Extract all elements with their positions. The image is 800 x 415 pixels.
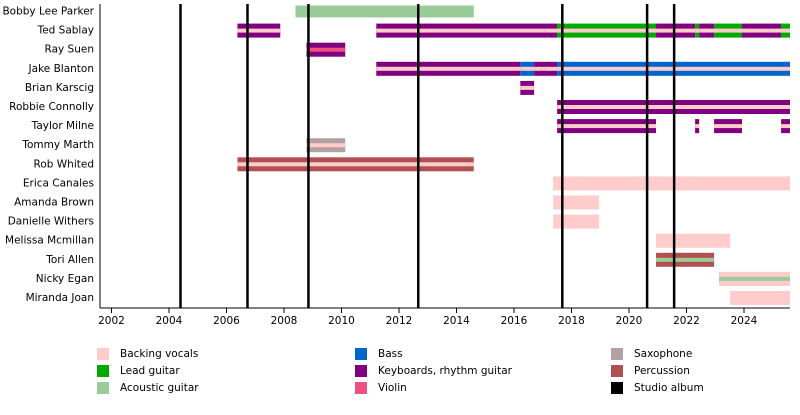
legend-swatch (355, 365, 367, 377)
member-bar (553, 176, 790, 191)
member-bar-stripe (557, 28, 657, 33)
member-bar-stripe (781, 28, 790, 33)
member-bar-stripe (376, 66, 521, 71)
x-tick-label: 2004 (156, 315, 183, 327)
member-bar-stripe (534, 66, 558, 71)
member-label: Robbie Connolly (9, 101, 94, 113)
member-label: Rob Whited (34, 158, 94, 170)
member-bar-stripe (695, 28, 700, 33)
legend-swatch (611, 348, 623, 360)
member-bar (656, 233, 731, 248)
legend-label: Violin (378, 382, 407, 394)
legend-swatch (355, 348, 367, 360)
member-bar-stripe (656, 28, 696, 33)
member-bar-stripe (781, 124, 790, 129)
x-tick-label: 2024 (731, 315, 758, 327)
x-tick-label: 2006 (213, 315, 240, 327)
member-bar (553, 214, 600, 229)
legend-label: Keyboards, rhythm guitar (378, 365, 513, 377)
member-label: Nicky Egan (36, 273, 94, 285)
member-bar-stripe (520, 85, 535, 90)
legend-label: Acoustic guitar (120, 382, 199, 394)
x-tick-label: 2022 (673, 315, 700, 327)
member-bar-stripe (699, 28, 715, 33)
member-label: Melissa Mcmillan (5, 235, 94, 247)
member-bar-stripe (237, 28, 281, 33)
member-bar-stripe (718, 276, 790, 281)
legend-swatch (97, 382, 109, 394)
member-bar-stripe (306, 47, 346, 52)
legend-label: Studio album (634, 382, 704, 394)
member-label: Tori Allen (45, 254, 94, 266)
member-label: Miranda Joan (26, 292, 94, 304)
member-bar-stripe (306, 143, 346, 148)
legend-label: Percussion (634, 365, 690, 377)
legend-swatch (611, 365, 623, 377)
x-tick-label: 2008 (271, 315, 298, 327)
member-label: Taylor Milne (31, 120, 94, 132)
member-bar-stripe (656, 257, 715, 262)
member-label: Ray Suen (45, 44, 95, 56)
member-bar-stripe (237, 162, 474, 167)
member-label: Ted Sablay (37, 25, 94, 37)
x-tick-label: 2018 (558, 315, 585, 327)
legend-swatch (355, 382, 367, 394)
legend-swatch (97, 365, 109, 377)
member-bar-stripe (714, 124, 742, 129)
legend-label: Saxophone (634, 348, 692, 360)
member-bar (553, 195, 600, 210)
legend-label: Bass (378, 348, 403, 360)
member-bar-stripe (557, 124, 657, 129)
x-tick-label: 2002 (98, 315, 125, 327)
member-bar (295, 5, 474, 18)
legend-label: Backing vocals (120, 348, 198, 360)
member-label: Tommy Marth (21, 139, 94, 151)
member-label: Brian Karscig (25, 82, 94, 94)
member-bar-stripe (714, 28, 742, 33)
member-bar-stripe (695, 124, 700, 129)
x-tick-label: 2014 (443, 315, 470, 327)
legend-swatch (611, 382, 623, 394)
member-label: Bobby Lee Parker (2, 6, 94, 18)
member-bar (730, 291, 790, 305)
x-tick-label: 2012 (386, 315, 413, 327)
member-bar-stripe (376, 28, 558, 33)
member-label: Danielle Withers (8, 216, 94, 228)
member-label: Erica Canales (23, 177, 94, 189)
x-tick-label: 2010 (328, 315, 355, 327)
legend-label: Lead guitar (120, 365, 180, 377)
member-bar-stripe (520, 66, 535, 71)
x-tick-label: 2016 (501, 315, 528, 327)
legend-swatch (97, 348, 109, 360)
member-bar-stripe (741, 28, 782, 33)
member-label: Amanda Brown (14, 197, 94, 209)
member-label: Jake Blanton (28, 63, 94, 75)
x-tick-label: 2020 (616, 315, 643, 327)
